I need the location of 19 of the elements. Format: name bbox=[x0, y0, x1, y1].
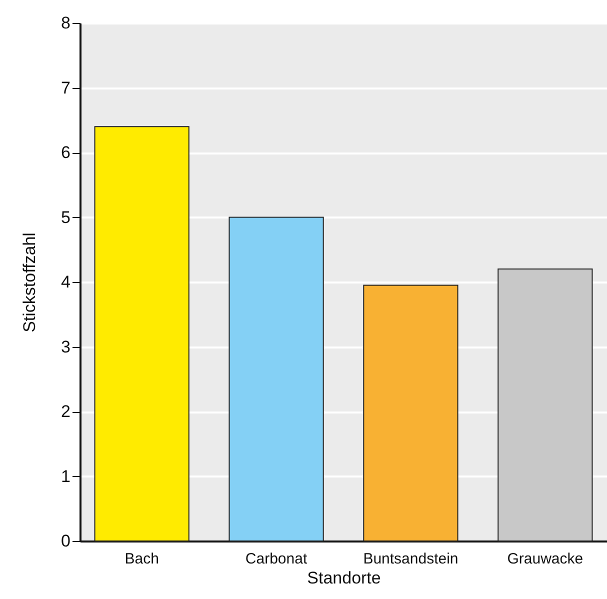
x-tick-label: Grauwacke bbox=[507, 550, 584, 568]
y-tick-label: 4 bbox=[61, 272, 70, 292]
x-tick-label: Buntsandstein bbox=[363, 550, 458, 568]
y-tick-label: 2 bbox=[61, 402, 70, 421]
y-tick-label: 5 bbox=[61, 208, 70, 227]
x-tick-label: Bach bbox=[124, 550, 159, 568]
bar bbox=[94, 126, 190, 542]
y-tick-label: 7 bbox=[61, 78, 70, 98]
bar bbox=[498, 268, 593, 542]
y-tick-label: 8 bbox=[61, 14, 70, 32]
y-tick-label: 3 bbox=[61, 337, 70, 356]
x-axis-title: Standorte bbox=[307, 568, 381, 588]
x-tick-label: Carbonat bbox=[245, 550, 308, 568]
y-tick-label: 6 bbox=[61, 143, 70, 162]
bar bbox=[228, 216, 324, 542]
y-tick-label: 0 bbox=[61, 532, 70, 550]
y-tick-label: 1 bbox=[61, 466, 70, 486]
bar bbox=[363, 284, 458, 542]
y-axis-title: Stickstoffzahl bbox=[20, 232, 40, 332]
